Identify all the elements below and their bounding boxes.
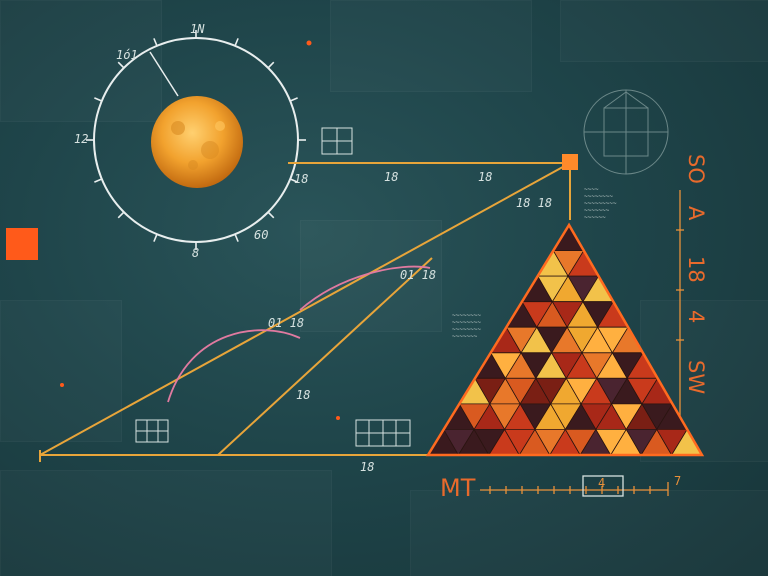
short-diagonal-line <box>217 257 433 456</box>
accent-dot <box>336 416 340 420</box>
dial-tick <box>94 97 103 102</box>
dial-tick <box>117 211 125 219</box>
dial-tick <box>234 38 239 47</box>
side-label: 4 <box>684 310 708 324</box>
dial <box>86 30 306 250</box>
dial-tick <box>289 97 298 102</box>
dial-label-right: 18 <box>294 172 309 186</box>
moon-crater <box>188 160 198 170</box>
line-label: 18 <box>296 388 311 402</box>
scale-end-label: 7 <box>674 474 682 488</box>
dial-label-bottom: 8 <box>192 246 200 260</box>
line-label: 18 <box>384 170 399 184</box>
dial-tick <box>289 178 298 183</box>
dial-label-bottom-right: 60 <box>254 228 269 242</box>
side-label: 18 <box>684 256 708 283</box>
dial-tick <box>267 61 275 69</box>
line-label: 18 <box>478 170 493 184</box>
note-block: ~~~~~~~~ ~~~~~~~~ ~~~~~~~~ ~~~~~~~ <box>452 312 481 340</box>
line-label: 18 <box>360 460 375 474</box>
line-label: 18 18 <box>516 196 553 210</box>
mosaic-tile <box>552 224 585 252</box>
arc-lower <box>167 329 301 403</box>
moon-crater <box>171 121 185 135</box>
side-label: SO <box>684 154 708 184</box>
dial-ticks <box>86 30 306 250</box>
accent-dot <box>60 383 64 387</box>
dial-tick <box>153 233 158 242</box>
apex-square <box>562 154 578 170</box>
dial-tick <box>153 38 158 47</box>
line-label: 01 18 <box>268 316 305 330</box>
triangle-mosaic <box>427 224 703 456</box>
note-block: ~~~~ ~~~~~~~~ ~~~~~~~~~ ~~~~~~~ ~~~~~~ <box>584 186 617 221</box>
moon <box>151 96 243 188</box>
side-label: A <box>684 206 708 221</box>
right-scale <box>676 190 684 420</box>
accent-dot <box>306 40 312 46</box>
grid-boxes <box>135 127 411 447</box>
arc-upper <box>299 265 431 311</box>
dial-label-left: 12 <box>74 132 89 146</box>
bottom-scale <box>480 475 669 497</box>
moon-crater <box>201 141 219 159</box>
bottom-label: MT <box>440 474 476 502</box>
triangle-outline <box>425 222 705 457</box>
arcs <box>167 265 431 403</box>
dial-tick <box>267 211 275 219</box>
scale-label: 4 <box>598 476 606 490</box>
accent-square <box>6 228 38 260</box>
moon-disc <box>151 96 243 188</box>
scale-box <box>582 475 624 497</box>
line-label: 01 18 <box>400 268 437 282</box>
dial-label-top: 1N <box>190 22 205 36</box>
long-diagonal-line <box>39 162 571 456</box>
dial-tick <box>94 178 103 183</box>
dial-label-top-left: 1ó1 <box>116 48 138 62</box>
construction-lines <box>39 162 571 462</box>
globe-wireframe <box>583 89 669 175</box>
side-label: SW <box>684 360 708 395</box>
dial-tick <box>234 233 239 242</box>
dial-hand <box>149 51 179 97</box>
moon-crater <box>215 121 225 131</box>
dial-tick <box>117 61 125 69</box>
